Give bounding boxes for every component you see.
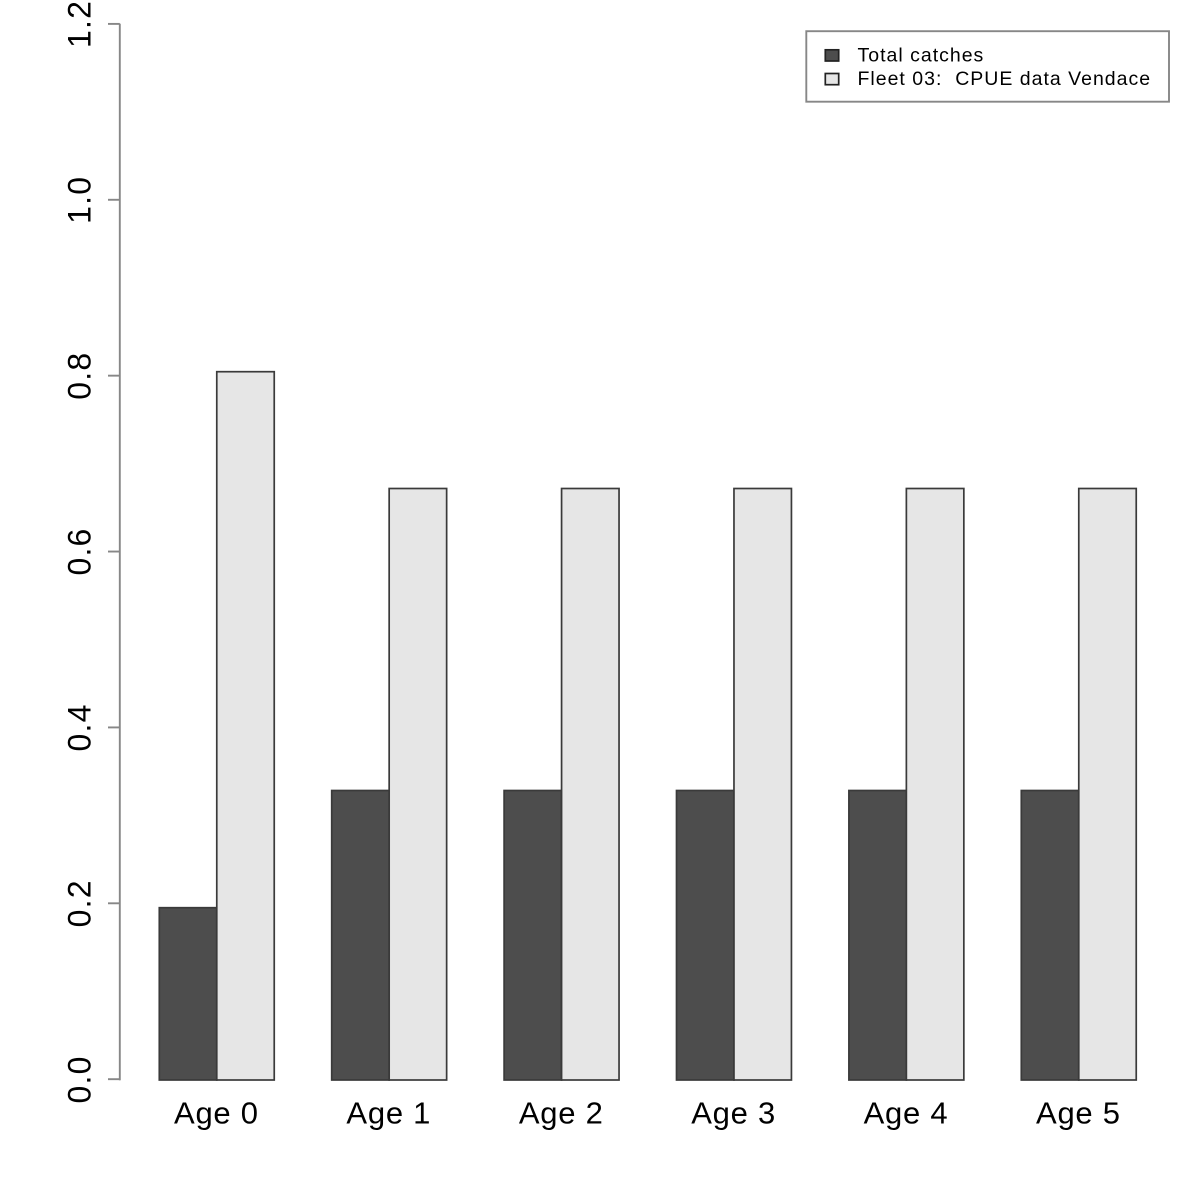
svg-text:Age 2: Age 2 — [519, 1095, 604, 1130]
svg-text:Fleet 03: CPUE data Vendace: Fleet 03: CPUE data Vendace — [858, 68, 1152, 90]
svg-text:Age 1: Age 1 — [346, 1095, 431, 1130]
svg-text:0.8: 0.8 — [62, 352, 98, 400]
svg-text:0.2: 0.2 — [62, 879, 98, 927]
svg-text:0.4: 0.4 — [62, 703, 98, 751]
svg-text:1.2: 1.2 — [62, 0, 98, 48]
svg-text:0.0: 0.0 — [62, 1055, 98, 1103]
svg-text:Age 0: Age 0 — [174, 1095, 259, 1130]
svg-text:1.0: 1.0 — [62, 176, 98, 224]
svg-text:Age 4: Age 4 — [864, 1095, 949, 1130]
svg-text:Total catches: Total catches — [858, 44, 985, 66]
svg-text:0.6: 0.6 — [62, 527, 98, 575]
svg-text:Age 5: Age 5 — [1036, 1095, 1121, 1130]
svg-text:Age 3: Age 3 — [691, 1095, 776, 1130]
